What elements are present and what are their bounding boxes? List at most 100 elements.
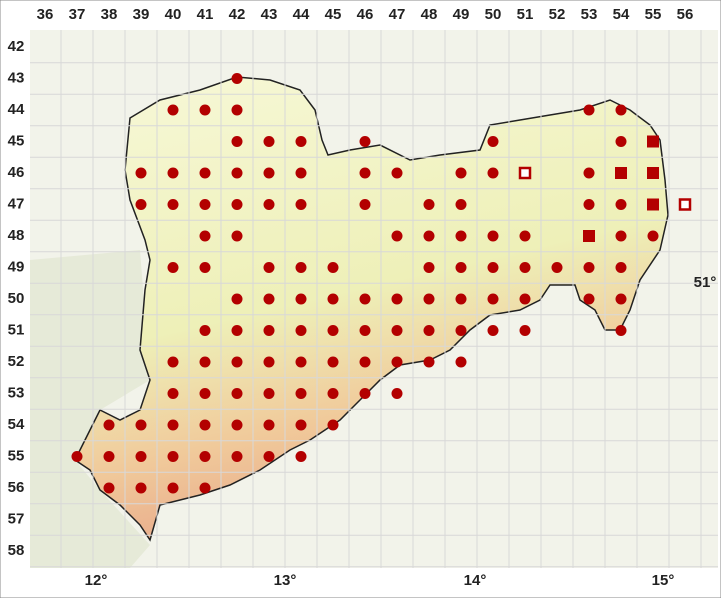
record-dot	[423, 230, 435, 242]
record-square	[583, 230, 595, 242]
row-label: 58	[8, 542, 25, 559]
column-label: 45	[325, 6, 342, 23]
record-dot	[359, 356, 371, 368]
row-label: 44	[8, 101, 25, 118]
record-dot	[295, 356, 307, 368]
column-label: 49	[453, 6, 470, 23]
record-dot	[231, 388, 243, 399]
row-label: 49	[8, 258, 25, 275]
record-dot	[359, 167, 371, 179]
column-label: 43	[261, 6, 278, 23]
record-dot	[135, 199, 147, 210]
row-label: 43	[8, 69, 25, 86]
record-dot	[487, 136, 499, 147]
record-dot	[615, 104, 627, 116]
record-dot	[455, 293, 467, 305]
record-dot	[391, 167, 403, 179]
record-dot	[423, 356, 435, 368]
record-dot	[487, 167, 499, 179]
record-square	[615, 167, 627, 179]
record-dot	[583, 167, 595, 179]
record-dot	[519, 230, 531, 242]
record-dot	[423, 262, 435, 273]
record-dot	[167, 451, 179, 462]
record-dot	[167, 388, 179, 399]
record-dot	[455, 230, 467, 242]
longitude-label: 13°	[274, 572, 297, 589]
record-dot	[231, 451, 243, 462]
row-label: 45	[8, 132, 25, 149]
longitude-label: 14°	[464, 572, 487, 589]
column-label: 42	[229, 6, 246, 23]
record-dot	[487, 325, 499, 336]
record-dot	[423, 293, 435, 305]
record-dot	[455, 356, 467, 368]
record-dot	[391, 388, 403, 399]
record-dot	[263, 419, 275, 431]
region-outline	[74, 76, 669, 542]
record-dot	[327, 419, 339, 431]
record-dot	[199, 104, 211, 116]
record-dot	[167, 104, 179, 116]
record-dot	[231, 199, 243, 210]
column-label: 41	[197, 6, 214, 23]
row-label: 52	[8, 353, 25, 370]
record-dot	[295, 419, 307, 431]
row-label: 55	[8, 447, 25, 464]
record-dot	[167, 262, 179, 273]
row-label: 46	[8, 164, 25, 181]
column-label: 37	[69, 6, 86, 23]
record-dot	[199, 167, 211, 179]
record-dot	[455, 167, 467, 179]
column-label: 55	[645, 6, 662, 23]
record-dot	[487, 293, 499, 305]
record-dot	[391, 230, 403, 242]
record-dot	[103, 451, 115, 462]
column-label: 47	[389, 6, 406, 23]
record-dot	[455, 325, 467, 336]
record-dot	[615, 262, 627, 273]
record-dot	[199, 388, 211, 399]
record-dot	[199, 325, 211, 336]
column-label: 48	[421, 6, 438, 23]
record-dot	[359, 388, 371, 399]
record-square	[647, 167, 659, 179]
column-label: 46	[357, 6, 374, 23]
record-square	[647, 135, 659, 148]
record-dot	[487, 230, 499, 242]
row-label: 48	[8, 227, 25, 244]
record-dot	[231, 104, 243, 116]
record-dot	[295, 293, 307, 305]
column-label: 44	[293, 6, 310, 23]
record-dot	[551, 262, 563, 273]
record-dot	[327, 388, 339, 399]
record-dot	[391, 293, 403, 305]
row-label: 50	[8, 290, 25, 307]
record-dot	[615, 325, 627, 336]
record-dot	[231, 419, 243, 431]
record-dot	[423, 199, 435, 210]
record-dot	[647, 230, 659, 242]
record-dot	[263, 451, 275, 462]
record-square	[647, 198, 659, 211]
record-dot	[487, 262, 499, 273]
record-dot	[583, 262, 595, 273]
record-dot	[583, 199, 595, 210]
record-dot	[71, 451, 83, 462]
record-dot	[231, 230, 243, 242]
record-dot	[231, 136, 243, 147]
column-label: 36	[37, 6, 54, 23]
record-dot	[231, 356, 243, 368]
record-dot	[167, 482, 179, 494]
record-dot	[327, 293, 339, 305]
record-dot	[231, 293, 243, 305]
record-dot	[135, 482, 147, 494]
row-label: 57	[8, 510, 25, 527]
column-label: 52	[549, 6, 566, 23]
record-dot	[359, 199, 371, 210]
record-dot	[135, 167, 147, 179]
record-dot	[359, 325, 371, 336]
record-dot	[295, 388, 307, 399]
column-label: 50	[485, 6, 502, 23]
record-dot	[455, 199, 467, 210]
